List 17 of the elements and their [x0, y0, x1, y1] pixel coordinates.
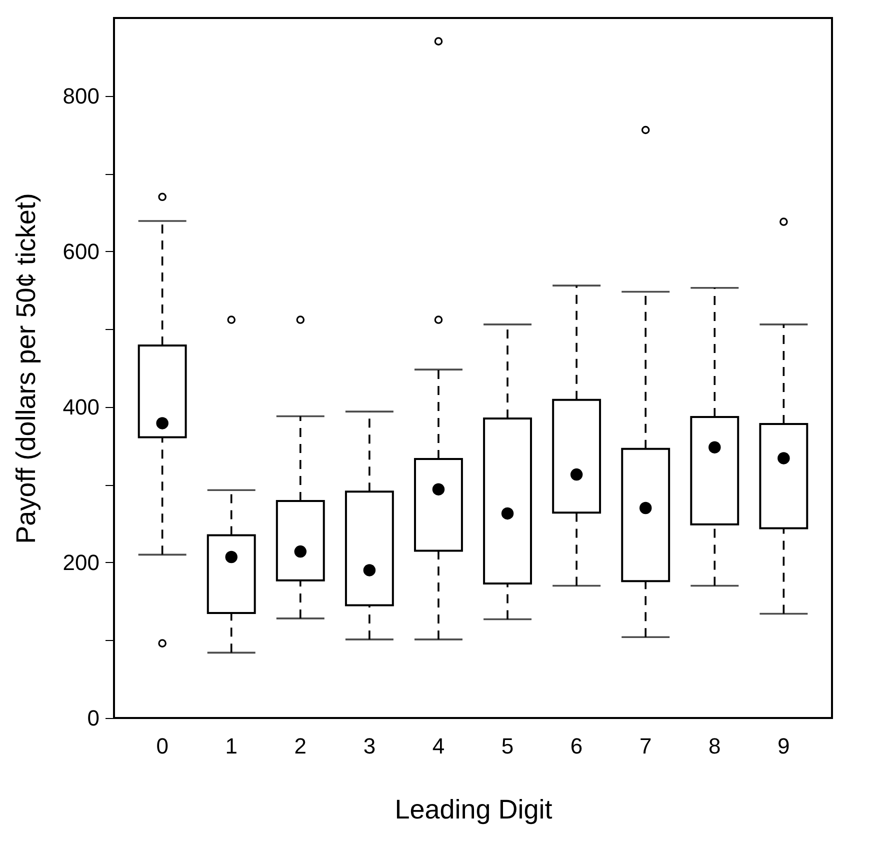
x-tick-label: 1	[225, 734, 238, 758]
x-tick-label: 0	[156, 734, 168, 758]
y-tick-label: 800	[62, 83, 100, 108]
y-tick-label: 400	[62, 394, 100, 420]
x-tick-label: 6	[570, 734, 583, 758]
y-axis-title: Payoff (dollars per 50¢ ticket)	[10, 193, 41, 544]
x-tick-label: 7	[639, 734, 652, 758]
x-tick-label: 2	[294, 734, 307, 758]
x-tick-label: 4	[432, 734, 445, 758]
x-tick-label: 9	[778, 734, 790, 758]
x-tick-label: 5	[501, 734, 514, 758]
y-tick-label: 0	[87, 706, 100, 730]
x-tick-label: 8	[708, 734, 721, 758]
x-tick-label: 3	[363, 734, 376, 758]
y-tick-label: 600	[62, 238, 100, 264]
y-tick-label: 200	[62, 550, 100, 575]
x-axis-title: Leading Digit	[394, 794, 553, 824]
